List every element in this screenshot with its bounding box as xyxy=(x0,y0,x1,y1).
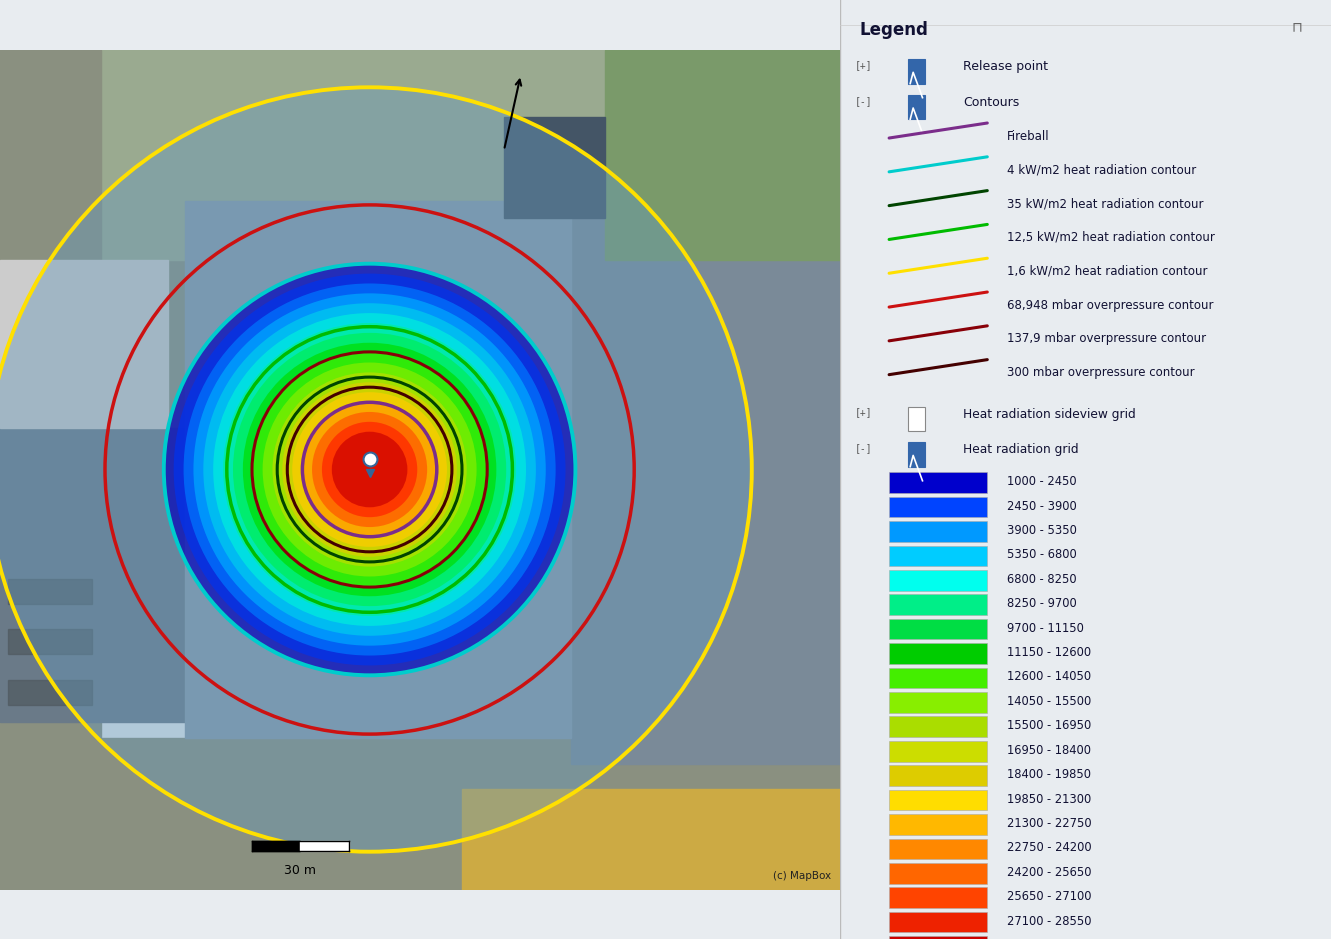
Circle shape xyxy=(253,353,486,586)
Text: Heat radiation sideview grid: Heat radiation sideview grid xyxy=(962,408,1135,421)
Bar xyxy=(889,570,988,591)
Text: 300 mbar overpressure contour: 300 mbar overpressure contour xyxy=(1008,366,1194,379)
Text: 5350 - 6800: 5350 - 6800 xyxy=(1008,548,1077,562)
Circle shape xyxy=(311,412,427,527)
Circle shape xyxy=(242,343,496,596)
Bar xyxy=(889,912,988,932)
Bar xyxy=(889,692,988,713)
Bar xyxy=(571,218,840,763)
Circle shape xyxy=(293,393,447,546)
Bar xyxy=(889,839,988,859)
Text: 4 kW/m2 heat radiation contour: 4 kW/m2 heat radiation contour xyxy=(1008,163,1197,177)
Bar xyxy=(8,629,92,654)
Text: 1000 - 2450: 1000 - 2450 xyxy=(1008,475,1077,488)
Circle shape xyxy=(0,87,752,852)
Circle shape xyxy=(193,293,546,646)
Bar xyxy=(889,472,988,493)
Text: 12,5 kW/m2 heat radiation contour: 12,5 kW/m2 heat radiation contour xyxy=(1008,231,1215,244)
Circle shape xyxy=(184,284,555,655)
Bar xyxy=(0,259,168,427)
Circle shape xyxy=(282,382,457,557)
Bar xyxy=(462,789,840,889)
Text: 22750 - 24200: 22750 - 24200 xyxy=(1008,841,1091,854)
Bar xyxy=(889,765,988,786)
Bar xyxy=(185,201,571,738)
Text: Fireball: Fireball xyxy=(1008,130,1050,143)
Bar xyxy=(889,790,988,810)
Bar xyxy=(0,259,210,427)
Circle shape xyxy=(273,373,467,566)
Bar xyxy=(889,497,988,517)
Text: ⊓: ⊓ xyxy=(1291,21,1302,35)
Bar xyxy=(889,668,988,688)
Bar xyxy=(604,50,840,259)
Text: 35 kW/m2 heat radiation contour: 35 kW/m2 heat radiation contour xyxy=(1008,197,1203,210)
Circle shape xyxy=(262,362,476,577)
Circle shape xyxy=(213,313,526,626)
Text: 19850 - 21300: 19850 - 21300 xyxy=(1008,793,1091,806)
Text: 3900 - 5350: 3900 - 5350 xyxy=(1008,524,1077,537)
Bar xyxy=(8,680,92,704)
Text: 6800 - 8250: 6800 - 8250 xyxy=(1008,573,1077,586)
Text: 8250 - 9700: 8250 - 9700 xyxy=(1008,597,1077,610)
Bar xyxy=(889,887,988,908)
Text: [+]: [+] xyxy=(855,408,872,418)
Bar xyxy=(889,594,988,615)
Bar xyxy=(889,546,988,566)
Bar xyxy=(0,50,840,259)
Bar xyxy=(889,716,988,737)
Circle shape xyxy=(322,422,418,517)
Text: 12600 - 14050: 12600 - 14050 xyxy=(1008,670,1091,684)
Text: 18400 - 19850: 18400 - 19850 xyxy=(1008,768,1091,781)
Text: Contours: Contours xyxy=(962,96,1020,109)
Text: Release point: Release point xyxy=(962,60,1047,73)
FancyBboxPatch shape xyxy=(908,59,925,84)
Bar xyxy=(889,619,988,639)
Text: 11150 - 12600: 11150 - 12600 xyxy=(1008,646,1091,659)
Circle shape xyxy=(302,402,437,537)
Bar xyxy=(504,116,604,218)
Text: 27100 - 28550: 27100 - 28550 xyxy=(1008,915,1091,928)
Bar xyxy=(889,643,988,664)
Text: 24200 - 25650: 24200 - 25650 xyxy=(1008,866,1091,879)
FancyBboxPatch shape xyxy=(908,95,925,119)
FancyBboxPatch shape xyxy=(908,442,925,467)
Bar xyxy=(889,936,988,939)
Text: [-]: [-] xyxy=(855,96,872,106)
Text: Legend: Legend xyxy=(860,21,929,38)
Bar xyxy=(0,738,840,889)
Text: (c) MapBox: (c) MapBox xyxy=(773,871,832,881)
Bar xyxy=(0,50,101,889)
Circle shape xyxy=(164,264,575,675)
FancyBboxPatch shape xyxy=(908,407,925,431)
Text: 2450 - 3900: 2450 - 3900 xyxy=(1008,500,1077,513)
Text: Heat radiation grid: Heat radiation grid xyxy=(962,443,1078,456)
Circle shape xyxy=(204,303,536,636)
Bar xyxy=(889,741,988,762)
Circle shape xyxy=(331,432,407,507)
Bar xyxy=(0,427,185,721)
Text: 16950 - 18400: 16950 - 18400 xyxy=(1008,744,1091,757)
Bar xyxy=(889,863,988,884)
Bar xyxy=(889,814,988,835)
Text: 15500 - 16950: 15500 - 16950 xyxy=(1008,719,1091,732)
Text: 25650 - 27100: 25650 - 27100 xyxy=(1008,890,1091,903)
Text: [+]: [+] xyxy=(855,60,872,70)
Text: 14050 - 15500: 14050 - 15500 xyxy=(1008,695,1091,708)
Text: 30 m: 30 m xyxy=(285,864,317,877)
Text: 21300 - 22750: 21300 - 22750 xyxy=(1008,817,1091,830)
Text: 1,6 kW/m2 heat radiation contour: 1,6 kW/m2 heat radiation contour xyxy=(1008,265,1207,278)
Text: 9700 - 11150: 9700 - 11150 xyxy=(1008,622,1083,635)
Circle shape xyxy=(224,323,516,616)
Text: [-]: [-] xyxy=(855,443,872,454)
Bar xyxy=(889,521,988,542)
Text: 137,9 mbar overpressure contour: 137,9 mbar overpressure contour xyxy=(1008,332,1206,346)
Text: 68,948 mbar overpressure contour: 68,948 mbar overpressure contour xyxy=(1008,299,1214,312)
Circle shape xyxy=(173,273,566,666)
Bar xyxy=(8,578,92,604)
Circle shape xyxy=(233,333,506,606)
